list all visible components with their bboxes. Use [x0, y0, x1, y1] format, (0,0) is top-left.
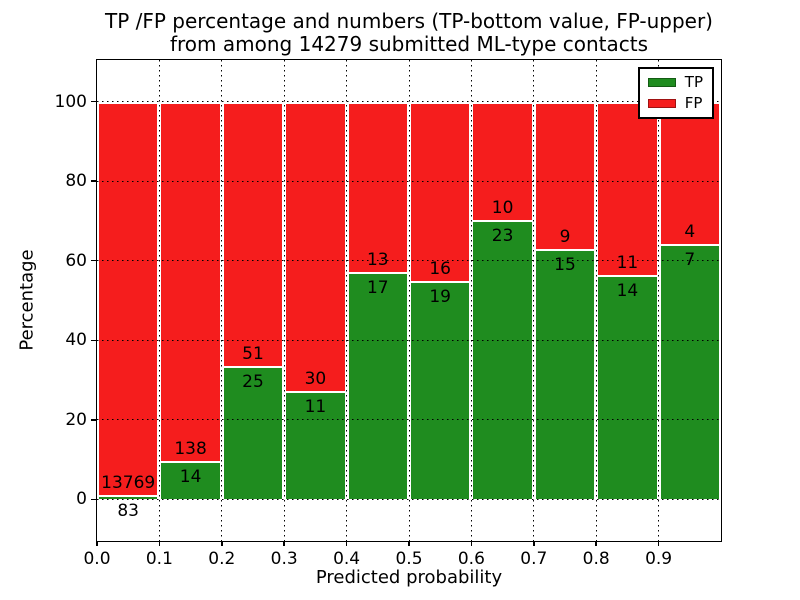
bar-label-fp: 13769	[101, 472, 156, 493]
bar-segment-tp	[97, 496, 160, 500]
y-tick-label: 60	[65, 250, 87, 271]
x-tick-label: 0.9	[645, 549, 673, 569]
y-axis-label: Percentage	[16, 249, 38, 351]
legend: TP FP	[637, 67, 714, 119]
bar-label-tp: 14	[179, 466, 202, 487]
y-tick-label: 0	[76, 489, 87, 510]
x-axis-label: Predicted probability	[315, 567, 503, 588]
bar-segment-fp	[97, 101, 160, 497]
y-tick	[91, 100, 97, 103]
bar-segment-tp	[284, 392, 347, 500]
bar-segment-fp	[596, 101, 659, 277]
bar-segment-tp	[533, 250, 597, 500]
bar-segment-fp	[284, 101, 347, 393]
bar-label-tp: 17	[366, 277, 389, 298]
bar-segment-tp	[596, 276, 659, 500]
bar-label-fp: 10	[491, 198, 514, 219]
y-tick	[91, 180, 97, 182]
gridline-x	[221, 60, 223, 541]
gridline-x	[158, 60, 160, 541]
bar-segment-fp	[221, 101, 285, 369]
y-tick-label: 20	[65, 409, 87, 430]
bar-label-fp: 51	[242, 344, 264, 365]
bar-label-fp: 4	[684, 222, 696, 243]
bar-label-fp: 9	[559, 226, 571, 247]
legend-label-fp: FP	[684, 94, 703, 112]
bar-label-fp: 30	[304, 368, 327, 389]
x-tick-label: 0.3	[270, 549, 298, 569]
x-tick-label: 0.1	[145, 549, 173, 569]
x-tick-label: 0.4	[333, 549, 361, 569]
y-tick	[91, 419, 97, 421]
bar-segment-fp	[658, 101, 721, 247]
bar-segment-fp	[346, 101, 409, 274]
bar-segment-fp	[533, 101, 597, 251]
bar-label-tp: 15	[554, 254, 576, 275]
x-tick	[283, 541, 285, 546]
bar-label-tp: 83	[117, 500, 140, 521]
bar-label-tp: 23	[491, 226, 514, 247]
bar-segment-fp	[409, 101, 472, 284]
chart-title: TP /FP percentage and numbers (TP-bottom…	[96, 10, 722, 56]
gridline-x	[595, 60, 597, 541]
gridline-x	[658, 60, 660, 541]
y-tick-label: 40	[65, 330, 87, 351]
y-tick-label: 80	[65, 171, 87, 192]
y-tick	[91, 339, 97, 341]
bar-label-fp: 138	[174, 438, 207, 459]
bar-segment-tp	[471, 222, 534, 500]
x-tick	[158, 541, 161, 546]
x-tick	[470, 541, 473, 546]
tp-swatch	[647, 78, 676, 87]
x-tick	[345, 541, 348, 546]
x-tick-label: 0.2	[208, 549, 236, 569]
gridline-x	[346, 60, 348, 541]
x-tick	[221, 541, 223, 546]
bar-segment-tp	[221, 368, 285, 500]
x-tick-label: 0.6	[457, 549, 485, 569]
bar-segment-tp	[159, 462, 222, 500]
plot-area: TP FP 13769 83 138 14 51 25 30 11 13 17 16 19 10 23 9 1…	[55, 59, 722, 569]
bar-segment-fp	[159, 101, 222, 463]
bar-label-tp: 19	[429, 287, 452, 308]
x-tick-label: 0.5	[395, 549, 423, 569]
bar-segment-tp	[346, 273, 409, 500]
gridline-x	[283, 60, 285, 541]
bar-label-tp: 7	[684, 250, 696, 271]
gridline-x	[533, 60, 535, 541]
x-tick-label: 0.8	[582, 549, 610, 569]
fp-swatch	[647, 99, 676, 108]
bar-label-fp: 11	[616, 252, 639, 273]
chart-title-line2: from among 14279 submitted ML-type conta…	[169, 32, 649, 56]
x-tick	[408, 541, 410, 546]
y-tick	[91, 498, 97, 500]
legend-label-tp: TP	[684, 73, 703, 91]
gridline-x	[470, 60, 472, 541]
bar-segment-tp	[658, 246, 721, 500]
legend-item-tp: TP	[647, 73, 703, 91]
bar-segment-tp	[409, 283, 472, 500]
bar-label-tp: 11	[304, 396, 327, 417]
gridline-x	[408, 60, 410, 541]
x-tick	[533, 541, 535, 546]
y-tick	[91, 259, 97, 262]
x-tick	[96, 541, 98, 546]
bar-label-tp: 25	[242, 372, 264, 393]
x-tick	[595, 541, 597, 546]
x-tick	[657, 541, 660, 546]
x-tick-label: 0.7	[520, 549, 548, 569]
x-tick-label: 0.0	[83, 549, 111, 569]
bar-label-fp: 13	[366, 249, 389, 270]
bar-label-tp: 14	[616, 280, 639, 301]
bar-label-fp: 16	[429, 259, 452, 280]
legend-item-fp: FP	[647, 94, 703, 112]
y-tick-label: 100	[54, 91, 87, 112]
bar-segment-fp	[471, 101, 534, 223]
chart-title-line1: TP /FP percentage and numbers (TP-bottom…	[105, 9, 713, 33]
